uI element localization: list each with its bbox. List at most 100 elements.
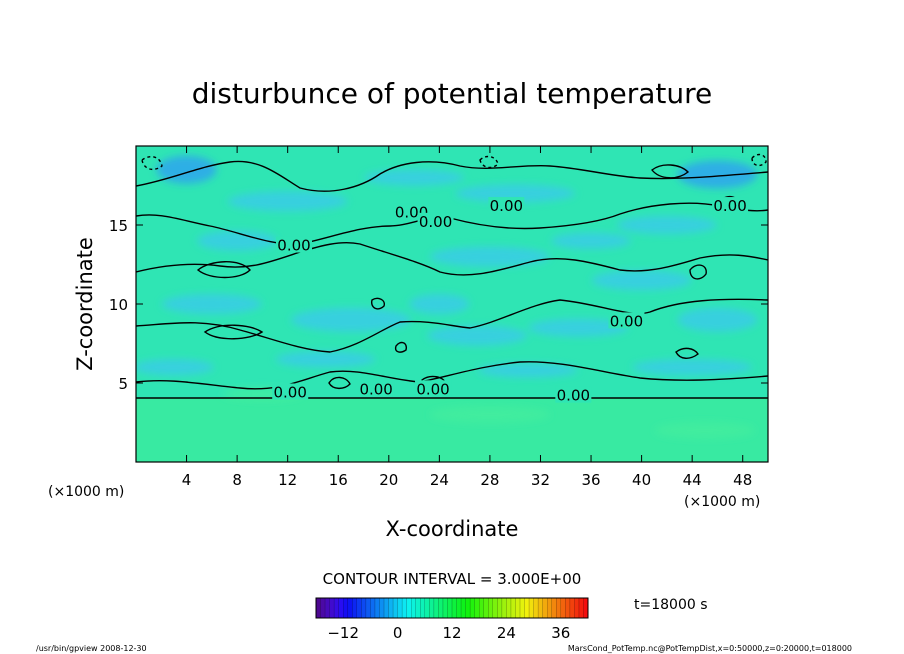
contour-label-bg <box>358 380 395 397</box>
colorbar-stripe <box>456 598 462 618</box>
field-blob <box>290 307 411 332</box>
field-blob <box>616 216 717 234</box>
contour-label-bg <box>608 312 645 329</box>
colorbar-stripe <box>551 598 557 618</box>
colorbar-stripe <box>334 598 339 618</box>
field-blobs <box>136 155 758 439</box>
colorbar-stripe <box>374 598 380 618</box>
contour-line <box>196 261 251 279</box>
colorbar-stripe <box>325 598 330 618</box>
field-blob <box>429 246 550 267</box>
contour-line <box>479 155 499 169</box>
contour-line <box>136 361 768 390</box>
contour-label: 0.00 <box>419 213 452 231</box>
contour-line <box>136 242 768 276</box>
x-tick-label: 32 <box>531 471 550 489</box>
colorbar-stripe <box>547 598 553 618</box>
colorbar-stripe <box>497 598 503 618</box>
colorbar-tick-label: 24 <box>497 624 516 642</box>
colorbar-tick-label: 36 <box>551 624 570 642</box>
x-tick-label: 28 <box>480 471 499 489</box>
contour-line <box>328 376 351 390</box>
y-tick-label: 5 <box>118 375 128 393</box>
x-tick-label: 48 <box>733 471 752 489</box>
colorbar-stripe <box>370 598 376 618</box>
x-tick-label: 40 <box>632 471 651 489</box>
y-axis: 5 10 15 <box>109 217 768 393</box>
colorbar-stripe <box>429 598 435 618</box>
colorbar-stripe <box>565 598 571 618</box>
field-blob <box>429 406 550 423</box>
colorbar-stripe <box>501 598 507 618</box>
contour-label-bg <box>415 380 452 397</box>
contour-line <box>689 264 707 280</box>
contour-labels: 0.000.000.000.00 0.000.000.00 0.00 0.00 0.00 <box>272 197 749 405</box>
colorbar-tick-label: −12 <box>327 624 359 642</box>
contour-line <box>136 160 768 192</box>
colorbar-stripe <box>492 598 498 618</box>
colorbar-stripe <box>470 598 475 618</box>
field-blob <box>455 184 576 203</box>
plot-area: 0.000.000.000.00 0.000.000.00 0.00 0.00 0.00 <box>136 146 768 462</box>
colorbar-stripe <box>461 598 466 618</box>
colorbar-frame <box>315 597 589 619</box>
contour-label-bg <box>272 383 309 400</box>
colorbar-tick-label: 0 <box>393 624 403 642</box>
colorbar-stripe <box>424 598 430 618</box>
contour-line <box>136 298 768 353</box>
colorbar-stripe <box>524 598 530 618</box>
colorbar-stripe <box>388 598 394 618</box>
y-tick-label: 15 <box>109 217 128 235</box>
colorbar-stripe <box>329 598 335 618</box>
field-blob <box>591 270 692 291</box>
field-blob <box>477 363 578 378</box>
field-blob <box>677 307 758 332</box>
colorbar-stripe <box>538 598 543 618</box>
colorbar-stripe <box>515 598 521 618</box>
contour-label: 0.00 <box>416 380 449 398</box>
colorbar-stripe <box>379 598 385 618</box>
colorbar-stripe <box>479 598 485 618</box>
field-blob <box>364 169 465 186</box>
contour-line <box>651 164 690 179</box>
x-tick-label: 36 <box>581 471 600 489</box>
colorbar-stripe <box>542 598 548 618</box>
colorbar-stripe <box>560 598 566 618</box>
colorbar-stripe <box>442 598 448 618</box>
field-blob <box>197 230 278 251</box>
contour-label: 0.00 <box>277 237 310 255</box>
x-axis: 4 8 12 16 20 24 28 32 36 40 44 48 <box>182 146 752 489</box>
field-blob <box>227 191 348 212</box>
contour-label: 0.00 <box>610 312 643 330</box>
field-blob <box>275 351 376 368</box>
footer-right: MarsCond_PotTemp.nc@PotTempDist,x=0:5000… <box>568 644 852 653</box>
x-tick-label: 20 <box>379 471 398 489</box>
colorbar-stripe <box>406 598 412 618</box>
x-tick-label: 16 <box>329 471 348 489</box>
colorbar-stripe <box>343 598 349 618</box>
colorbar-stripe <box>397 598 403 618</box>
contour-label: 0.00 <box>557 387 590 405</box>
colorbar-stripe <box>465 598 471 618</box>
field-blob <box>427 325 528 346</box>
contour-lines <box>136 153 768 399</box>
colorbar-stripe <box>510 598 516 618</box>
y-tick-label: 10 <box>109 296 128 314</box>
colorbar-stripe <box>316 598 321 618</box>
contour-label: 0.00 <box>713 197 746 215</box>
colorbar-stripe <box>320 598 326 618</box>
time-label: t=18000 s <box>634 597 708 613</box>
field-blob <box>551 232 632 249</box>
field-blob <box>409 294 470 314</box>
contour-label-bg <box>555 386 592 403</box>
colorbar-stripe <box>556 598 562 618</box>
contour-line <box>203 324 264 340</box>
colorbar-stripe <box>347 598 353 618</box>
field-blob <box>161 294 262 314</box>
x-tick-label: 12 <box>278 471 297 489</box>
colorbar-stripe <box>533 598 539 618</box>
field-blob <box>632 359 753 376</box>
colorbar-stripe <box>352 598 358 618</box>
colorbar-stripe <box>520 598 525 618</box>
field-blob <box>677 160 758 189</box>
